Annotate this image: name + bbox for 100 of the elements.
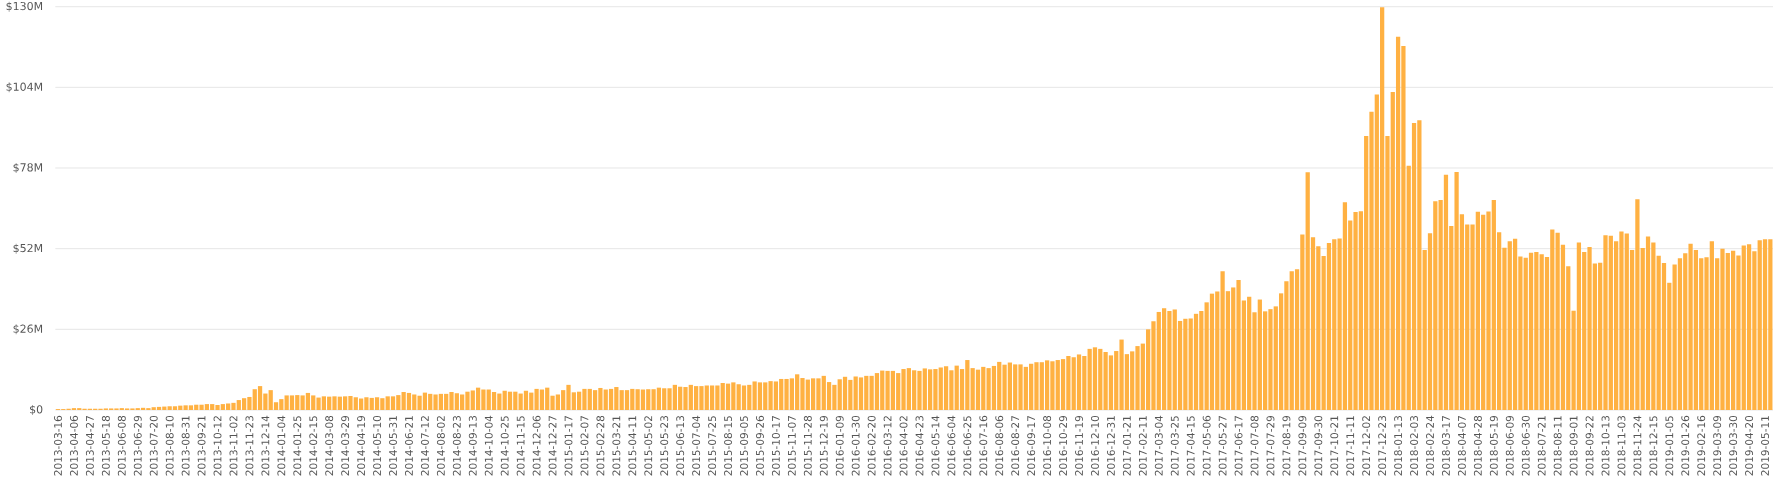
- x-tick-label: 2013-09-21: [197, 416, 206, 476]
- x-tick-label: 2016-03-12: [883, 416, 892, 476]
- x-tick-label: 2016-01-09: [835, 415, 844, 476]
- bar: [523, 390, 529, 410]
- x-tick-label: 2016-12-10: [1091, 415, 1099, 476]
- x-tick-label: 2018-12-15: [1649, 416, 1658, 476]
- x-tick-label: 2019-01-26: [1681, 415, 1690, 476]
- x-tick-label: 2013-10-12: [213, 416, 222, 476]
- x-tick-label: 2018-07-21: [1537, 416, 1546, 476]
- x-tick-label: 2014-02-15: [309, 416, 318, 476]
- bar: [1645, 236, 1651, 410]
- bar: [975, 369, 981, 410]
- x-tick-label: 2015-07-25: [708, 416, 717, 476]
- y-tick-label: $78M: [13, 163, 43, 173]
- bar: [1209, 293, 1215, 410]
- x-tick-label: 2016-05-14: [931, 415, 940, 476]
- x-tick-label: 2013-04-06: [69, 415, 78, 476]
- x-tick-label: 2016-04-02: [899, 416, 908, 476]
- y-tick-label: $26M: [13, 324, 43, 335]
- x-tick-label: 2017-04-15: [1186, 416, 1195, 476]
- x-tick-label: 2018-09-22: [1585, 416, 1594, 476]
- x-tick-label: 2017-12-23: [1378, 416, 1387, 476]
- x-tick-label: 2019-03-09: [1713, 415, 1722, 476]
- x-tick-label: 2017-06-17: [1234, 416, 1243, 476]
- x-tick-label: 2015-09-05: [740, 416, 748, 476]
- x-tick-label: 2015-11-28: [803, 415, 812, 476]
- x-tick-label: 2013-05-18: [101, 415, 110, 476]
- bar: [757, 382, 763, 410]
- x-tick-label: 2013-06-08: [117, 415, 126, 476]
- x-tick-label: 2017-03-25: [1170, 416, 1179, 476]
- x-tick-label: 2013-11-23: [245, 416, 254, 476]
- x-tick-label: 2016-06-25: [963, 416, 972, 476]
- x-tick-label: 2016-02-20: [867, 415, 876, 476]
- bar: [491, 391, 497, 410]
- x-tick-label: 2014-10-04: [484, 415, 493, 476]
- x-tick-label: 2018-01-13: [1394, 416, 1403, 476]
- x-tick-label: 2015-03-21: [612, 416, 621, 476]
- x-tick-label: 2014-08-02: [436, 416, 445, 476]
- bar: [1411, 123, 1417, 410]
- x-tick-label: 2018-04-28: [1473, 415, 1482, 476]
- x-tick-label: 2013-08-31: [181, 416, 190, 476]
- x-tick-label: 2013-03-16: [54, 415, 62, 476]
- bar: [741, 385, 747, 410]
- x-tick-label: 2014-12-27: [548, 416, 557, 476]
- x-tick-label: 2015-02-07: [580, 416, 589, 476]
- x-tick-label: 2016-11-19: [1075, 415, 1083, 476]
- bar: [406, 392, 412, 410]
- bar: [624, 390, 630, 410]
- x-tick-label: 2016-10-08: [1043, 415, 1052, 476]
- y-tick-label: $104M: [6, 82, 43, 93]
- x-tick-label: 2019-03-30: [1729, 415, 1738, 476]
- x-tick-label: 2015-10-17: [771, 416, 780, 476]
- x-tick-label: 2014-11-15: [516, 416, 525, 476]
- x-tick-label: 2018-11-03: [1617, 416, 1626, 476]
- bar: [608, 388, 614, 410]
- x-tick-label: 2018-09-01: [1569, 416, 1578, 476]
- x-tick-label: 2016-12-31: [1106, 416, 1115, 476]
- bar: [640, 389, 646, 410]
- x-tick-label: 2013-06-29: [133, 415, 142, 476]
- x-tick-label: 2014-09-13: [468, 416, 477, 476]
- x-tick-label: 2015-09-26: [755, 415, 764, 476]
- x-tick-label: 2016-09-17: [1027, 416, 1036, 476]
- x-tick-label: 2017-07-08: [1250, 415, 1259, 476]
- x-tick-label: 2013-11-02: [229, 416, 238, 476]
- x-tick-label: 2014-05-10: [373, 415, 382, 476]
- x-tick-label: 2014-04-19: [357, 415, 366, 476]
- x-tick-label: 2018-02-24: [1426, 415, 1434, 476]
- bar: [1443, 174, 1449, 410]
- x-tick-label: 2014-10-25: [500, 416, 509, 476]
- bar: [1076, 354, 1082, 410]
- x-tick-label: 2014-01-25: [293, 416, 302, 476]
- x-tick-label: 2018-10-13: [1601, 416, 1610, 476]
- x-tick-label: 2015-08-15: [724, 416, 732, 476]
- x-tick-label: 2014-06-21: [404, 416, 413, 476]
- x-tick-label: 2017-11-11: [1346, 416, 1355, 476]
- x-tick-label: 2017-05-06: [1202, 415, 1211, 476]
- bar: [1528, 252, 1534, 410]
- x-tick-label: 2015-05-23: [660, 416, 669, 476]
- x-tick-label: 2017-12-02: [1362, 416, 1371, 476]
- bar: [858, 377, 864, 410]
- bar: [842, 376, 848, 410]
- x-tick-label: 2014-07-12: [420, 416, 429, 476]
- x-tick-label: 2017-01-21: [1122, 416, 1131, 476]
- x-tick-label: 2019-05-11: [1761, 416, 1769, 476]
- bar: [1193, 313, 1199, 410]
- x-tick-label: 2018-04-07: [1457, 416, 1466, 476]
- x-tick-label: 2016-06-04: [947, 415, 956, 476]
- x-tick-label: 2014-08-23: [452, 416, 461, 476]
- x-tick-label: 2014-03-08: [325, 415, 334, 476]
- x-tick-label: 2019-04-20: [1745, 415, 1754, 476]
- x-tick-label: 2015-07-04: [692, 415, 701, 476]
- x-tick-label: 2018-06-09: [1505, 415, 1514, 476]
- x-tick-label: 2014-12-06: [532, 415, 541, 476]
- bar: [156, 406, 162, 410]
- x-tick-label: 2016-08-27: [1011, 416, 1020, 476]
- bar: [725, 383, 731, 410]
- x-tick-label: 2014-05-31: [389, 416, 397, 476]
- x-tick-label: 2017-09-09: [1298, 415, 1307, 476]
- x-tick-label: 2016-08-06: [995, 415, 1004, 476]
- x-tick-label: 2013-08-10: [165, 415, 174, 476]
